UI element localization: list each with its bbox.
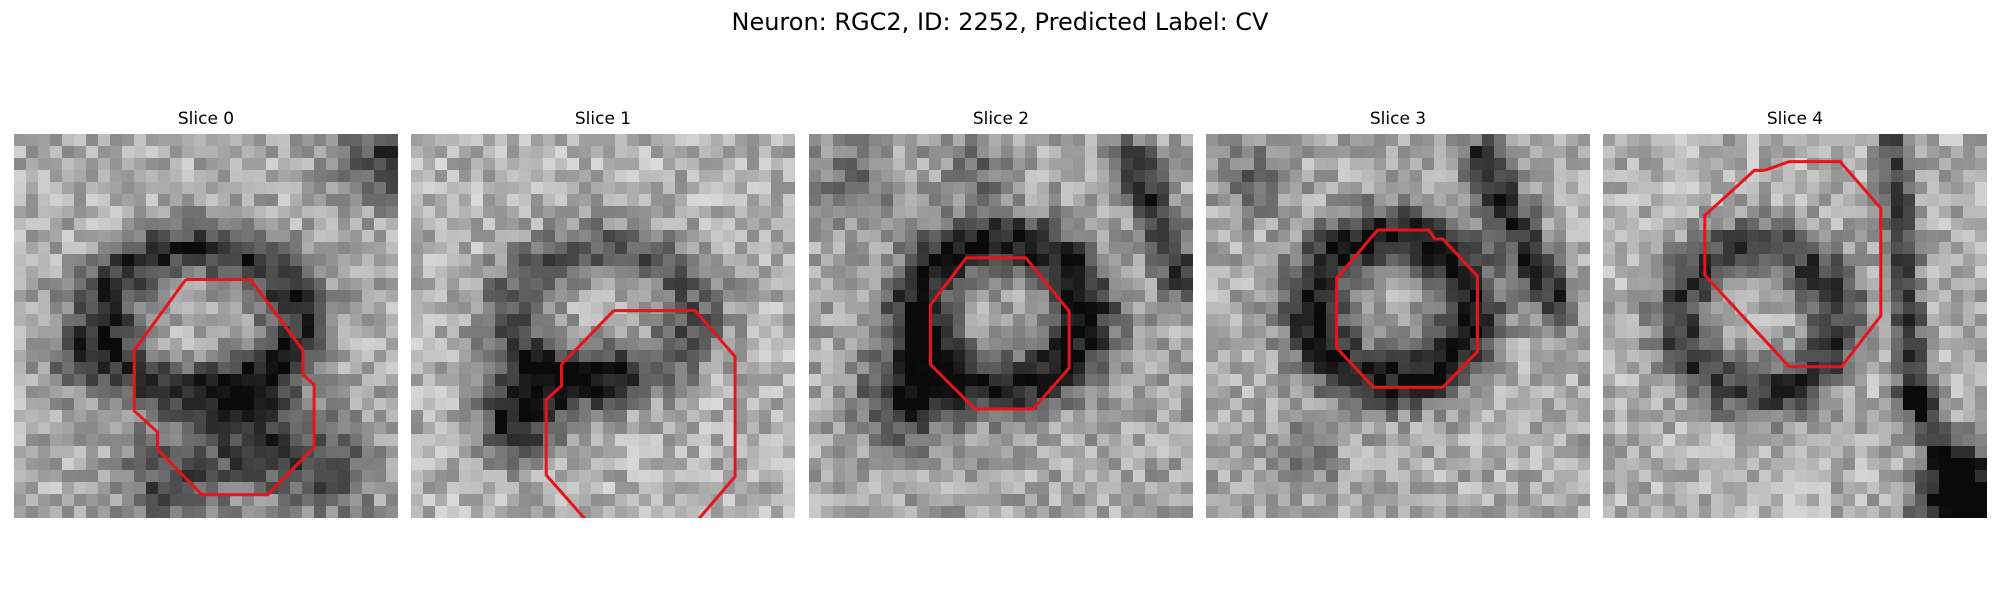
- roi-contour: [544, 309, 737, 518]
- slice-image-svg-2: [809, 134, 1193, 518]
- roi-contour: [1703, 160, 1883, 369]
- figure-title: Neuron: RGC2, ID: 2252, Predicted Label:…: [731, 8, 1269, 36]
- slice-panel-1: Slice 1: [411, 108, 795, 518]
- slice-pixel-grid: [1603, 134, 1987, 518]
- slice-title-2: Slice 2: [972, 109, 1030, 129]
- slice-image-svg-4: [1603, 134, 1987, 518]
- slice-image-4: [1603, 134, 1987, 518]
- slice-image-svg-1: [411, 134, 795, 518]
- slice-panel-4: Slice 4: [1603, 108, 1987, 518]
- slice-image-3: [1206, 134, 1590, 518]
- slice-image-svg-3: [1206, 134, 1590, 518]
- slice-title-1: Slice 1: [574, 109, 632, 129]
- roi-contour: [928, 256, 1071, 411]
- slice-pixel-grid: [809, 134, 1193, 518]
- slice-title-4: Slice 4: [1766, 109, 1824, 129]
- roi-contour: [1335, 228, 1479, 389]
- slice-panel-2: Slice 2: [809, 108, 1193, 518]
- slice-panel-0: Slice 0: [14, 108, 398, 518]
- roi-contour: [132, 278, 316, 497]
- slice-image-2: [809, 134, 1193, 518]
- slice-image-svg-0: [14, 134, 398, 518]
- slice-image-1: [411, 134, 795, 518]
- slice-pixel-grid: [14, 134, 398, 518]
- slice-title-3: Slice 3: [1369, 109, 1427, 129]
- slice-pixel-grid: [411, 134, 795, 518]
- slice-image-0: [14, 134, 398, 518]
- slice-panel-3: Slice 3: [1206, 108, 1590, 518]
- slice-title-0: Slice 0: [177, 109, 235, 129]
- slice-pixel-grid: [1206, 134, 1590, 518]
